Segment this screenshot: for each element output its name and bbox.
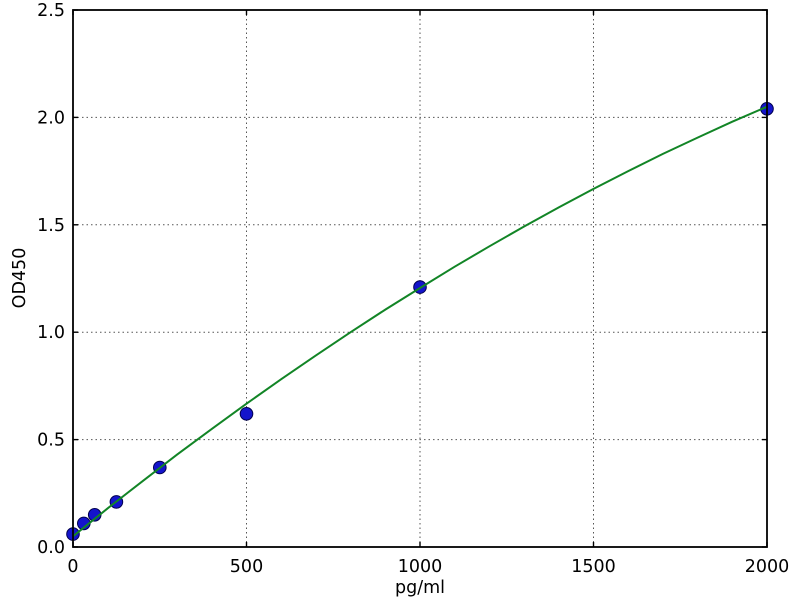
x-tick-label: 1500 (571, 557, 616, 577)
x-tick-label: 1000 (398, 557, 443, 577)
y-tick-label: 1.0 (37, 323, 65, 343)
y-tick-label: 1.5 (37, 216, 65, 236)
series-layer (66, 102, 774, 541)
x-axis-label: pg/ml (395, 578, 445, 598)
x-tick-label: 2000 (745, 557, 790, 577)
axes-spines (72, 9, 768, 548)
tick-label-layer: 0 500 1000 1500 2000 0.0 0.5 1.0 1.5 2.0 2.5 (37, 1, 789, 577)
data-point (239, 407, 254, 421)
tick-layer (72, 9, 768, 548)
fit-curve-line (72, 105, 768, 538)
grid-layer (73, 10, 767, 547)
x-tick-label: 500 (230, 557, 263, 577)
y-tick-label: 0.0 (37, 538, 65, 558)
x-tick-label: 0 (67, 557, 78, 577)
y-axis-label: OD450 (10, 248, 30, 309)
y-tick-label: 2.5 (37, 1, 65, 21)
y-tick-label: 0.5 (37, 431, 65, 451)
y-tick-label: 2.0 (37, 108, 65, 128)
